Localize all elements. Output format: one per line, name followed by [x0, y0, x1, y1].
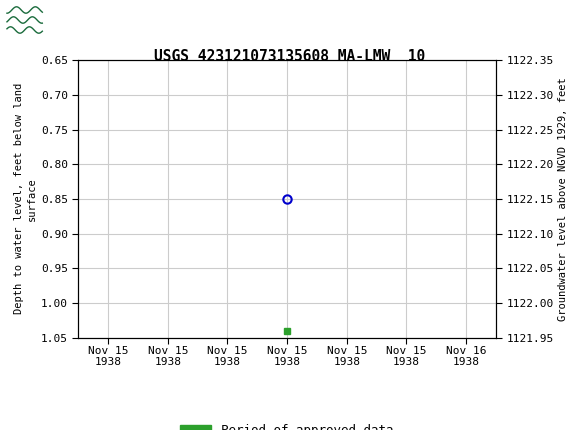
Polygon shape [6, 4, 44, 36]
Y-axis label: Depth to water level, feet below land
surface: Depth to water level, feet below land su… [13, 83, 37, 314]
Legend: Period of approved data: Period of approved data [175, 419, 399, 430]
Y-axis label: Groundwater level above NGVD 1929, feet: Groundwater level above NGVD 1929, feet [558, 77, 568, 321]
Text: USGS: USGS [52, 10, 112, 30]
Text: USGS 423121073135608 MA-LMW  10: USGS 423121073135608 MA-LMW 10 [154, 49, 426, 64]
